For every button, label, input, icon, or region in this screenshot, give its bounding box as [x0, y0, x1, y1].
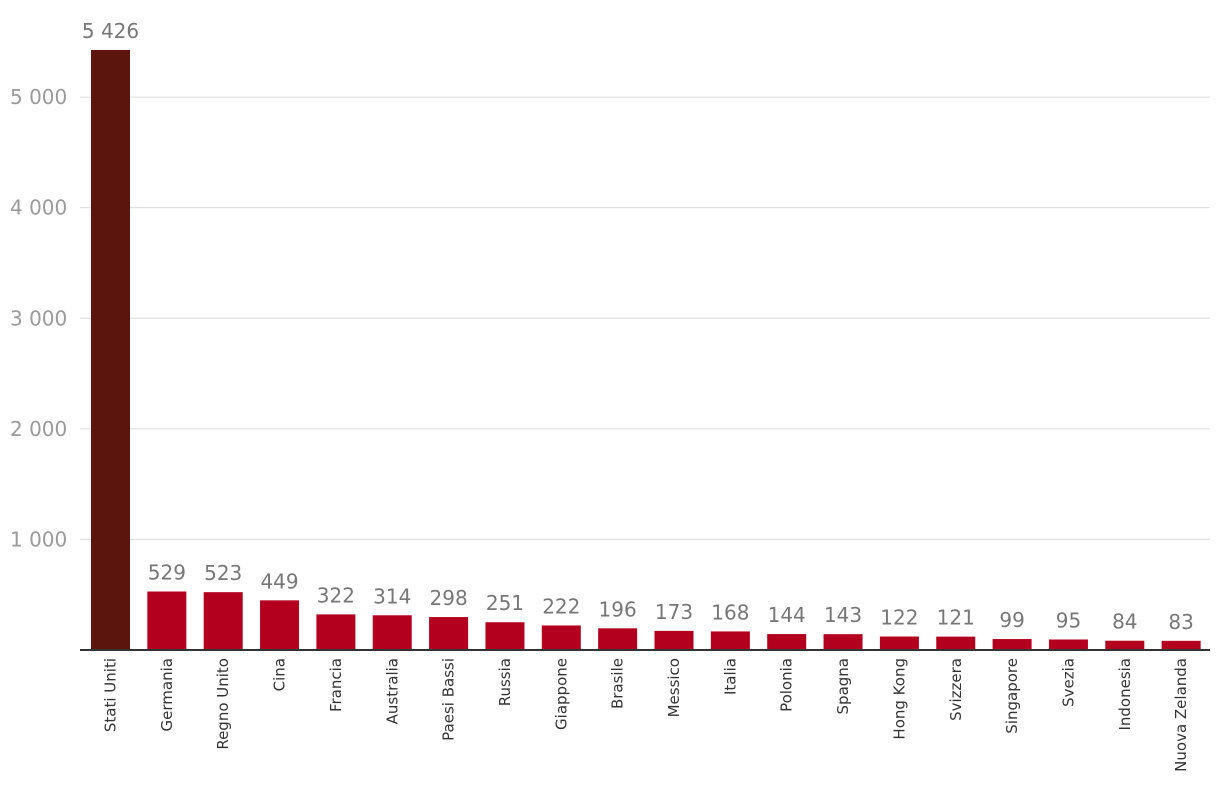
y-tick-label: 1 000	[10, 527, 67, 551]
x-tick-label: Australia	[383, 658, 401, 724]
x-tick-label: Polonia	[778, 658, 796, 712]
x-tick-label: Germania	[158, 658, 176, 731]
y-tick-label: 2 000	[10, 417, 67, 441]
data-label: 121	[937, 606, 975, 630]
bar	[767, 634, 807, 650]
x-tick-label: Indonesia	[1116, 658, 1134, 731]
bar	[260, 600, 300, 650]
data-label: 95	[1056, 608, 1081, 632]
bar	[654, 630, 694, 650]
bar	[1161, 640, 1201, 650]
y-axis-ticks: 1 000 2 000 3 000 4 000 5 000	[10, 85, 67, 551]
x-tick-label: Svizzera	[947, 658, 965, 721]
value-labels: 5 426 529 523 449 322 314 298 251 222 196 173 168 14…	[82, 19, 1194, 634]
x-tick-label: Svezia	[1059, 658, 1077, 707]
x-tick-label: Giappone	[552, 658, 570, 730]
x-tick-label: Cina	[271, 658, 289, 691]
bar	[879, 636, 919, 650]
x-tick-label: Messico	[665, 658, 683, 717]
data-label: 222	[542, 594, 580, 618]
bar	[992, 639, 1032, 650]
x-tick-label: Spagna	[834, 658, 852, 714]
x-tick-label: Hong Kong	[890, 658, 908, 740]
bar	[936, 636, 976, 650]
y-tick-label: 4 000	[10, 196, 67, 220]
x-tick-label: Brasile	[609, 658, 627, 709]
y-tick-label: 3 000	[10, 306, 67, 330]
bar	[91, 50, 130, 650]
data-label: 122	[880, 606, 918, 630]
data-label: 173	[655, 600, 693, 624]
x-tick-label: Francia	[327, 658, 345, 712]
data-label: 5 426	[82, 19, 139, 43]
bar	[203, 592, 243, 650]
y-tick-label: 5 000	[10, 85, 67, 109]
bar	[541, 625, 581, 650]
x-tick-label: Regno Unito	[214, 658, 232, 750]
x-tick-label: Singapore	[1003, 658, 1021, 734]
bar	[429, 617, 469, 650]
data-label: 144	[768, 603, 806, 627]
data-label: 529	[148, 561, 186, 585]
bar	[710, 631, 750, 650]
data-label: 83	[1168, 610, 1193, 634]
data-label: 322	[317, 583, 355, 607]
data-label: 168	[711, 600, 749, 624]
data-label: 251	[486, 591, 524, 615]
x-tick-label: Russia	[496, 658, 514, 706]
bar	[823, 634, 863, 650]
bar	[147, 591, 187, 650]
x-tick-label: Italia	[721, 658, 739, 695]
bar	[598, 628, 638, 650]
gridlines	[80, 96, 1210, 540]
data-label: 196	[599, 597, 637, 621]
bar	[372, 615, 412, 650]
x-tick-label: Stati Uniti	[102, 658, 120, 732]
x-tick-label: Paesi Bassi	[440, 658, 458, 741]
data-label: 84	[1112, 610, 1137, 634]
data-label: 449	[260, 569, 298, 593]
bar	[1048, 639, 1088, 650]
bar	[485, 622, 525, 650]
data-label: 523	[204, 561, 242, 585]
bars	[91, 50, 1201, 650]
data-label: 298	[430, 586, 468, 610]
data-label: 99	[999, 608, 1024, 632]
bar	[316, 614, 356, 650]
x-axis-labels: Stati Uniti Germania Regno Unito Cina Franci…	[102, 658, 1191, 772]
data-label: 143	[824, 603, 862, 627]
x-tick-label: Nuova Zelanda	[1172, 658, 1190, 772]
data-label: 314	[373, 584, 411, 608]
bar	[1105, 640, 1145, 650]
